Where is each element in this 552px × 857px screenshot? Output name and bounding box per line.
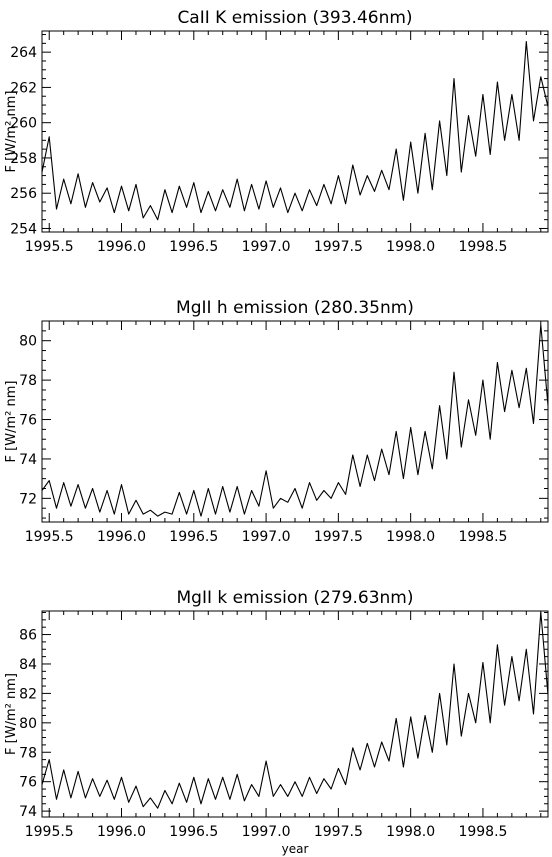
panel-2: MgII h emission (280.35nm) 1995.5 1996.0 19…	[4, 298, 549, 545]
x-tick-label: 1998.0	[386, 824, 435, 840]
x-tick-label: 1997.5	[314, 529, 363, 545]
y-tick-label: 82	[19, 686, 37, 702]
chart-title: MgII k emission (279.63nm)	[177, 588, 414, 608]
y-tick-label: 76	[19, 775, 37, 791]
series-line-1	[41, 41, 549, 221]
panel-3: MgII k emission (279.63nm) 1995.5 1996.0 19…	[4, 588, 549, 856]
y-tick-label: 76	[19, 413, 37, 429]
x-tick-label: 1996.0	[97, 239, 146, 255]
plot-frame	[41, 610, 549, 818]
plot-frame	[41, 320, 549, 523]
x-tick-label: 1997.5	[314, 824, 363, 840]
x-tick-label: 1996.0	[97, 529, 146, 545]
x-tick-label: 1998.5	[458, 239, 507, 255]
x-tick-label: 1996.5	[169, 529, 218, 545]
y-axis-label: F [W/m² nm]	[4, 673, 19, 755]
x-tick-label: 1995.5	[25, 824, 74, 840]
y-tick-label: 256	[10, 186, 37, 202]
y-tick-label: 74	[19, 804, 37, 820]
y-tick-label: 254	[10, 221, 37, 237]
y-tick-label: 78	[19, 745, 37, 761]
chart-title: CaII K emission (393.46nm)	[177, 8, 412, 28]
x-tick-label: 1997.0	[242, 529, 291, 545]
x-tick-label: 1997.5	[314, 239, 363, 255]
x-tick-label: 1995.5	[25, 239, 74, 255]
series-line-1	[41, 611, 549, 809]
y-tick-label: 84	[19, 657, 37, 673]
y-tick-label: 264	[10, 45, 37, 61]
y-axis-label: F [W/m² nm]	[4, 381, 19, 463]
x-tick-label: 1997.0	[242, 824, 291, 840]
x-tick-label: 1997.0	[242, 239, 291, 255]
x-tick-label: 1996.5	[169, 824, 218, 840]
y-tick-label: 80	[19, 716, 37, 732]
y-tick-label: 80	[19, 334, 37, 350]
y-axis-label: F [W/m² nm]	[4, 91, 19, 173]
x-tick-label: 1998.5	[458, 824, 507, 840]
y-tick-label: 260	[10, 116, 37, 132]
x-tick-label: 1995.5	[25, 529, 74, 545]
x-tick-label: 1998.0	[386, 529, 435, 545]
y-tick-label: 86	[19, 628, 37, 644]
series-line-1	[41, 324, 549, 517]
y-tick-label: 258	[10, 151, 37, 167]
y-tick-label: 262	[10, 80, 37, 96]
x-tick-label: 1998.5	[458, 529, 507, 545]
plot-frame	[41, 30, 549, 233]
chart-title: MgII h emission (280.35nm)	[176, 298, 414, 318]
x-tick-label: 1996.5	[169, 239, 218, 255]
x-tick-label: 1996.0	[97, 824, 146, 840]
y-tick-label: 74	[19, 452, 37, 468]
y-tick-label: 78	[19, 373, 37, 389]
y-tick-label: 72	[19, 491, 37, 507]
x-tick-label: 1998.0	[386, 239, 435, 255]
x-axis-label: year	[282, 842, 309, 856]
panel-1: CaII K emission (393.46nm) 1995.5 1996.0 19…	[4, 8, 549, 255]
